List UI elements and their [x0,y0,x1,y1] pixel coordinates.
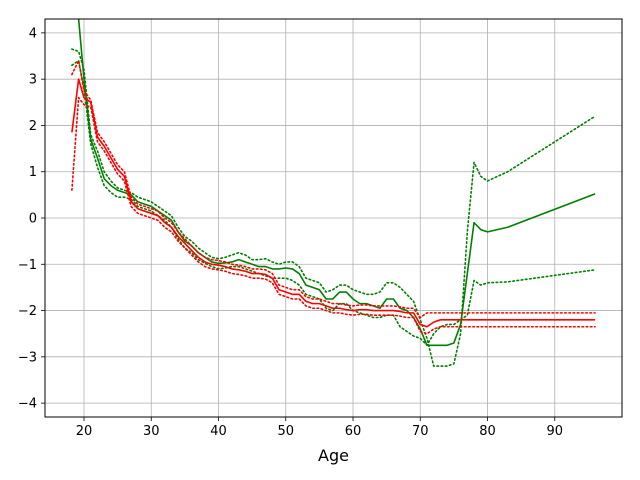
y-tick-label: 4 [29,26,37,41]
x-tick-label: 60 [345,424,362,439]
x-tick-label: 20 [76,424,93,439]
y-tick-label: 3 [29,73,37,88]
axis-ticks: 20 30 40 50 60 70 80 90 −4 −3 −2 −1 0 1 2 3 4 [18,26,563,439]
series-line-green-solid-0 [77,19,596,347]
y-tick-label: −2 [18,304,37,319]
x-tick-label: 90 [546,424,563,439]
x-tick-label: 50 [277,424,294,439]
x-axis-label: Age [318,446,349,465]
x-tick-label: 40 [210,424,227,439]
series-line-red-dotted-5 [71,96,596,335]
series-line-green-dotted-2 [71,59,596,347]
series-line-red-dotted-4 [71,59,596,319]
series-line-green-dotted-1 [71,48,596,367]
grid-lines [45,19,622,417]
y-tick-label: −4 [18,397,37,412]
y-tick-label: 1 [29,165,37,180]
y-tick-label: 2 [29,119,37,134]
y-tick-label: −1 [18,258,37,273]
series-line-red-solid-3 [71,78,596,328]
x-tick-label: 30 [143,424,160,439]
x-tick-label: 80 [479,424,496,439]
series-lines [71,19,596,367]
x-tick-label: 70 [412,424,429,439]
y-tick-label: 0 [29,212,37,227]
y-tick-label: −3 [18,350,37,365]
